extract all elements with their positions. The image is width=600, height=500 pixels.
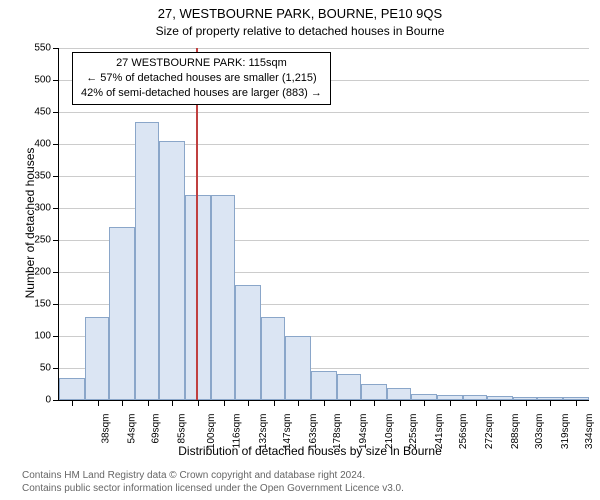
x-tick [72,400,73,406]
x-tick-label: 38sqm [100,414,111,444]
y-tick-label: 550 [34,43,59,54]
x-tick [274,400,275,406]
x-tick [172,400,173,406]
y-tick-label: 350 [34,171,59,182]
histogram-bar [109,227,135,400]
y-tick-label: 100 [34,331,59,342]
histogram-bar [85,317,109,400]
x-tick [550,400,551,406]
histogram-bar [159,141,185,400]
histogram-bar [135,122,159,400]
grid-line [59,112,589,113]
attribution-line: Contains public sector information licen… [22,482,404,495]
x-axis-title: Distribution of detached houses by size … [30,444,590,458]
histogram-bar [235,285,261,400]
x-tick [298,400,299,406]
attribution-text: Contains HM Land Registry data © Crown c… [22,469,404,495]
x-tick [198,400,199,406]
x-tick [148,400,149,406]
x-tick [248,400,249,406]
y-tick-label: 500 [34,75,59,86]
y-tick-label: 200 [34,267,59,278]
y-tick-label: 50 [40,363,59,374]
attribution-line: Contains HM Land Registry data © Crown c… [22,469,404,482]
page-title: 27, WESTBOURNE PARK, BOURNE, PE10 9QS [0,6,600,21]
histogram-bar [285,336,311,400]
y-tick-label: 450 [34,107,59,118]
histogram-bar [261,317,285,400]
x-tick [526,400,527,406]
histogram-bar [337,374,361,400]
histogram-bar [211,195,235,400]
x-tick [350,400,351,406]
histogram-bar [387,388,411,400]
y-tick-label: 400 [34,139,59,150]
grid-line [59,48,589,49]
histogram-bar [311,371,337,400]
x-tick [324,400,325,406]
y-tick-label: 150 [34,299,59,310]
y-tick-label: 250 [34,235,59,246]
y-axis-title: Number of detached houses [23,123,37,323]
annotation-line: 42% of semi-detached houses are larger (… [81,86,322,101]
annotation-line: 27 WESTBOURNE PARK: 115sqm [81,56,322,71]
annotation-line: ← 57% of detached houses are smaller (1,… [81,71,322,86]
x-tick [98,400,99,406]
x-tick [224,400,225,406]
x-tick [576,400,577,406]
histogram-bar [59,378,85,400]
x-tick [500,400,501,406]
x-tick [400,400,401,406]
x-tick [476,400,477,406]
x-tick [424,400,425,406]
y-tick-label: 300 [34,203,59,214]
annotation-box: 27 WESTBOURNE PARK: 115sqm← 57% of detac… [72,52,331,105]
x-tick [450,400,451,406]
x-tick-label: 69sqm [151,414,162,444]
x-tick [374,400,375,406]
y-tick-label: 0 [45,395,59,406]
page-subtitle: Size of property relative to detached ho… [0,24,600,38]
x-tick [122,400,123,406]
histogram-bar [361,384,387,400]
x-tick-label: 54sqm [126,414,137,444]
x-tick-label: 85sqm [176,414,187,444]
